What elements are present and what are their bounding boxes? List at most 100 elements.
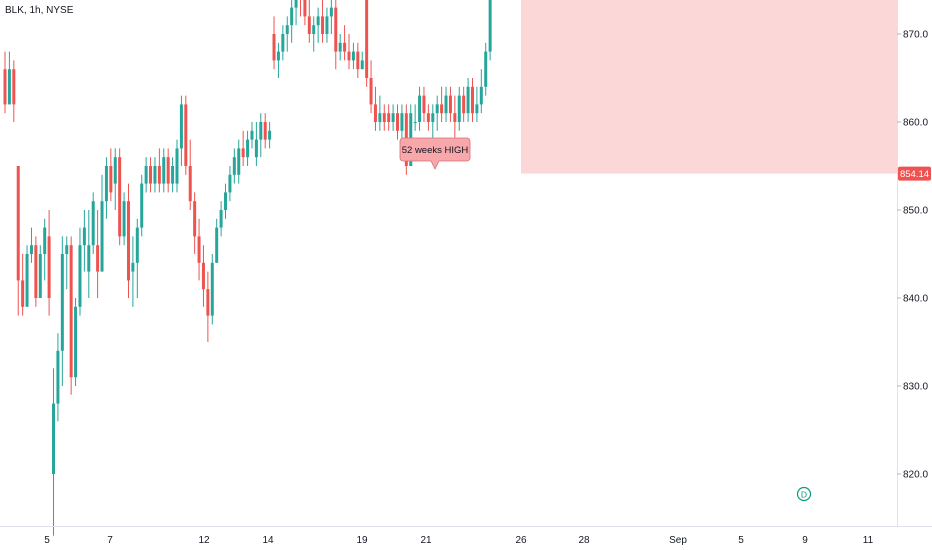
candle [343,25,347,61]
candle [351,42,355,70]
candle-body [237,148,241,175]
candle-body [462,95,466,114]
candle [488,0,492,61]
candle-body [448,95,452,114]
candle-body [135,227,139,263]
time-tick-label: 28 [578,535,590,546]
candle [329,0,333,34]
time-tick-label: 19 [356,535,368,546]
candle-body [382,113,386,122]
candle [373,86,377,131]
candle [444,86,448,122]
candle [43,218,47,281]
candle [400,104,404,140]
candle-body [400,113,404,131]
candle [440,86,444,122]
candle-body [316,16,320,26]
candle [34,236,38,307]
candle [109,148,113,202]
candle [179,95,183,166]
candle-body [303,0,307,17]
candle [378,95,382,131]
candle [448,86,452,122]
time-tick-label: Sep [669,535,687,546]
plot-area [3,0,897,536]
stop-price-tag: 854.14 [898,166,931,181]
candle-body [290,7,294,26]
candle [276,42,280,78]
candle-body [82,227,86,246]
candle [466,78,470,122]
candle-body [321,16,325,34]
price-axis-tags: 915.02854.14887.2536:37884.51 [898,166,931,181]
price-tick-label: 860.0 [903,118,928,129]
loss-zone[interactable] [521,0,897,174]
candle-body [307,16,311,34]
candle [60,236,64,386]
candle [74,298,78,386]
candle [78,227,82,316]
candle-body [197,236,201,263]
time-tick-label: 26 [515,535,527,546]
candle-body [100,201,104,272]
candle [228,166,232,202]
stop-price-tag-text: 854.14 [900,169,929,180]
candle-body [215,227,219,263]
candle-body [122,201,126,237]
symbol-label: BLK, 1h, NYSE [5,5,74,16]
time-axis[interactable]: 5 7 12 14 19 21 26 28 Sep 5 9 11 [44,535,873,546]
candle [96,210,100,298]
candles [3,0,492,536]
candle-body [422,95,426,114]
candle [250,122,254,149]
candle [201,245,205,307]
events-badge[interactable]: D [796,486,812,502]
candle-body [272,34,276,61]
price-axis[interactable]: 820.0830.0840.0850.0860.0870.0880.0890.0… [897,0,928,481]
candle [294,0,298,26]
candle-body [435,104,439,114]
candle-body [466,86,470,114]
candle [360,51,364,70]
candle [356,42,360,78]
candle [259,113,263,158]
candle-body [373,104,377,122]
candle-body [52,403,56,474]
annotation-callout[interactable]: 52 weeks HIGH [399,137,471,170]
candle-body [347,51,351,61]
candle-body [16,166,20,281]
candle [29,227,33,263]
candle [144,157,148,193]
candle-body [387,113,391,122]
candle-body [232,157,236,175]
candle [431,104,435,140]
candle-body [193,201,197,237]
candle [157,148,161,193]
candle [453,95,457,140]
callout-text: 52 weeks HIGH [402,145,469,156]
candle-body [153,166,157,184]
candle [188,139,192,210]
candle-body [228,174,232,193]
candle-body [91,201,95,246]
candle-body [276,51,280,61]
candle-body [171,166,175,184]
candle [413,104,417,131]
candle-body [470,86,474,114]
events-badge-text: D [801,490,807,500]
candle [303,0,307,26]
candle-body [475,104,479,114]
price-tick-label: 830.0 [903,382,928,393]
price-tick-label: 850.0 [903,206,928,217]
candle [153,157,157,193]
candle-body [254,139,258,158]
candle-body [144,166,148,184]
candle-body [166,157,170,184]
candle-body [78,245,82,307]
candle-body [391,113,395,122]
candle-body [453,113,457,122]
candle [126,183,130,298]
candle-body [325,16,329,34]
candle-body [241,148,245,158]
